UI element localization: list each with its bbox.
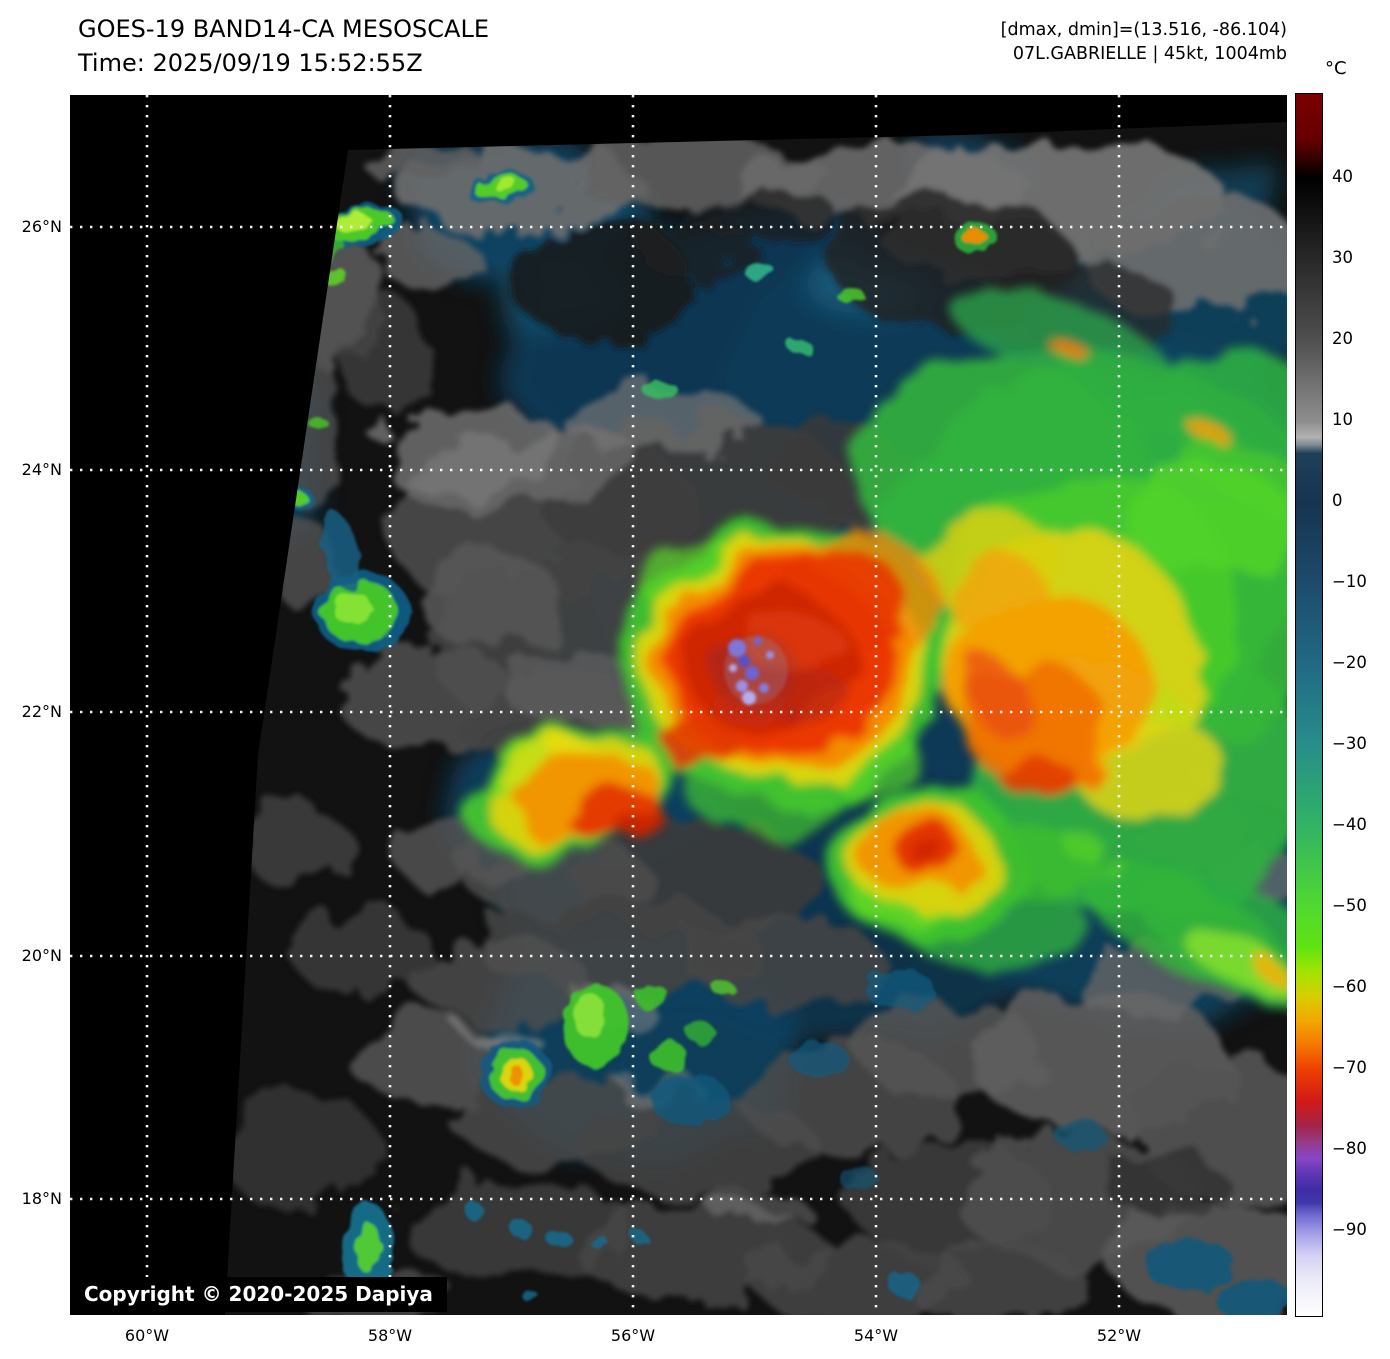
colorbar-tick: −30 [1332, 734, 1367, 753]
lat-label: 24°N [21, 460, 62, 479]
header-right-block: [dmax, dmin]=(13.516, -86.104) 07L.GABRI… [1001, 18, 1287, 66]
lat-label: 18°N [21, 1189, 62, 1208]
dmax-dmin-readout: [dmax, dmin]=(13.516, -86.104) [1000, 20, 1287, 40]
lon-label: 52°W [1096, 1326, 1142, 1345]
lat-label: 26°N [21, 217, 62, 236]
lon-label: 54°W [853, 1326, 899, 1345]
colorbar-tick: −10 [1332, 572, 1367, 591]
page-title: GOES-19 BAND14-CA MESOSCALE [78, 15, 489, 43]
lat-label: 22°N [21, 702, 62, 721]
copyright-badge: Copyright © 2020-2025 Dapiya [70, 1277, 447, 1312]
grid-lines [70, 95, 1287, 1315]
lon-label: 56°W [610, 1326, 656, 1345]
colorbar-tick: −90 [1332, 1220, 1367, 1239]
colorbar-gradient [1295, 93, 1323, 1317]
colorbar-tick: 20 [1332, 329, 1353, 348]
title-block: GOES-19 BAND14-CA MESOSCALE Time: 2025/0… [78, 12, 489, 80]
colorbar-tick: 10 [1332, 410, 1353, 429]
colorbar-tick: −40 [1332, 815, 1367, 834]
colorbar-tick: −50 [1332, 896, 1367, 915]
colorbar-tick: −80 [1332, 1139, 1367, 1158]
colorbar-tick: 40 [1332, 167, 1353, 186]
colorbar-tick: 30 [1332, 248, 1353, 267]
colorbar-tick: −60 [1332, 977, 1367, 996]
colorbar-tick: −20 [1332, 653, 1367, 672]
storm-info: 07L.GABRIELLE | 45kt, 1004mb [1012, 44, 1287, 64]
timestamp: Time: 2025/09/19 15:52:55Z [78, 49, 423, 77]
lon-label: 58°W [367, 1326, 413, 1345]
colorbar-unit-label: °C [1325, 58, 1347, 79]
lat-label: 20°N [21, 946, 62, 965]
colorbar-tick: 0 [1332, 491, 1343, 510]
lon-label: 60°W [124, 1326, 170, 1345]
colorbar-tick: −70 [1332, 1058, 1367, 1077]
